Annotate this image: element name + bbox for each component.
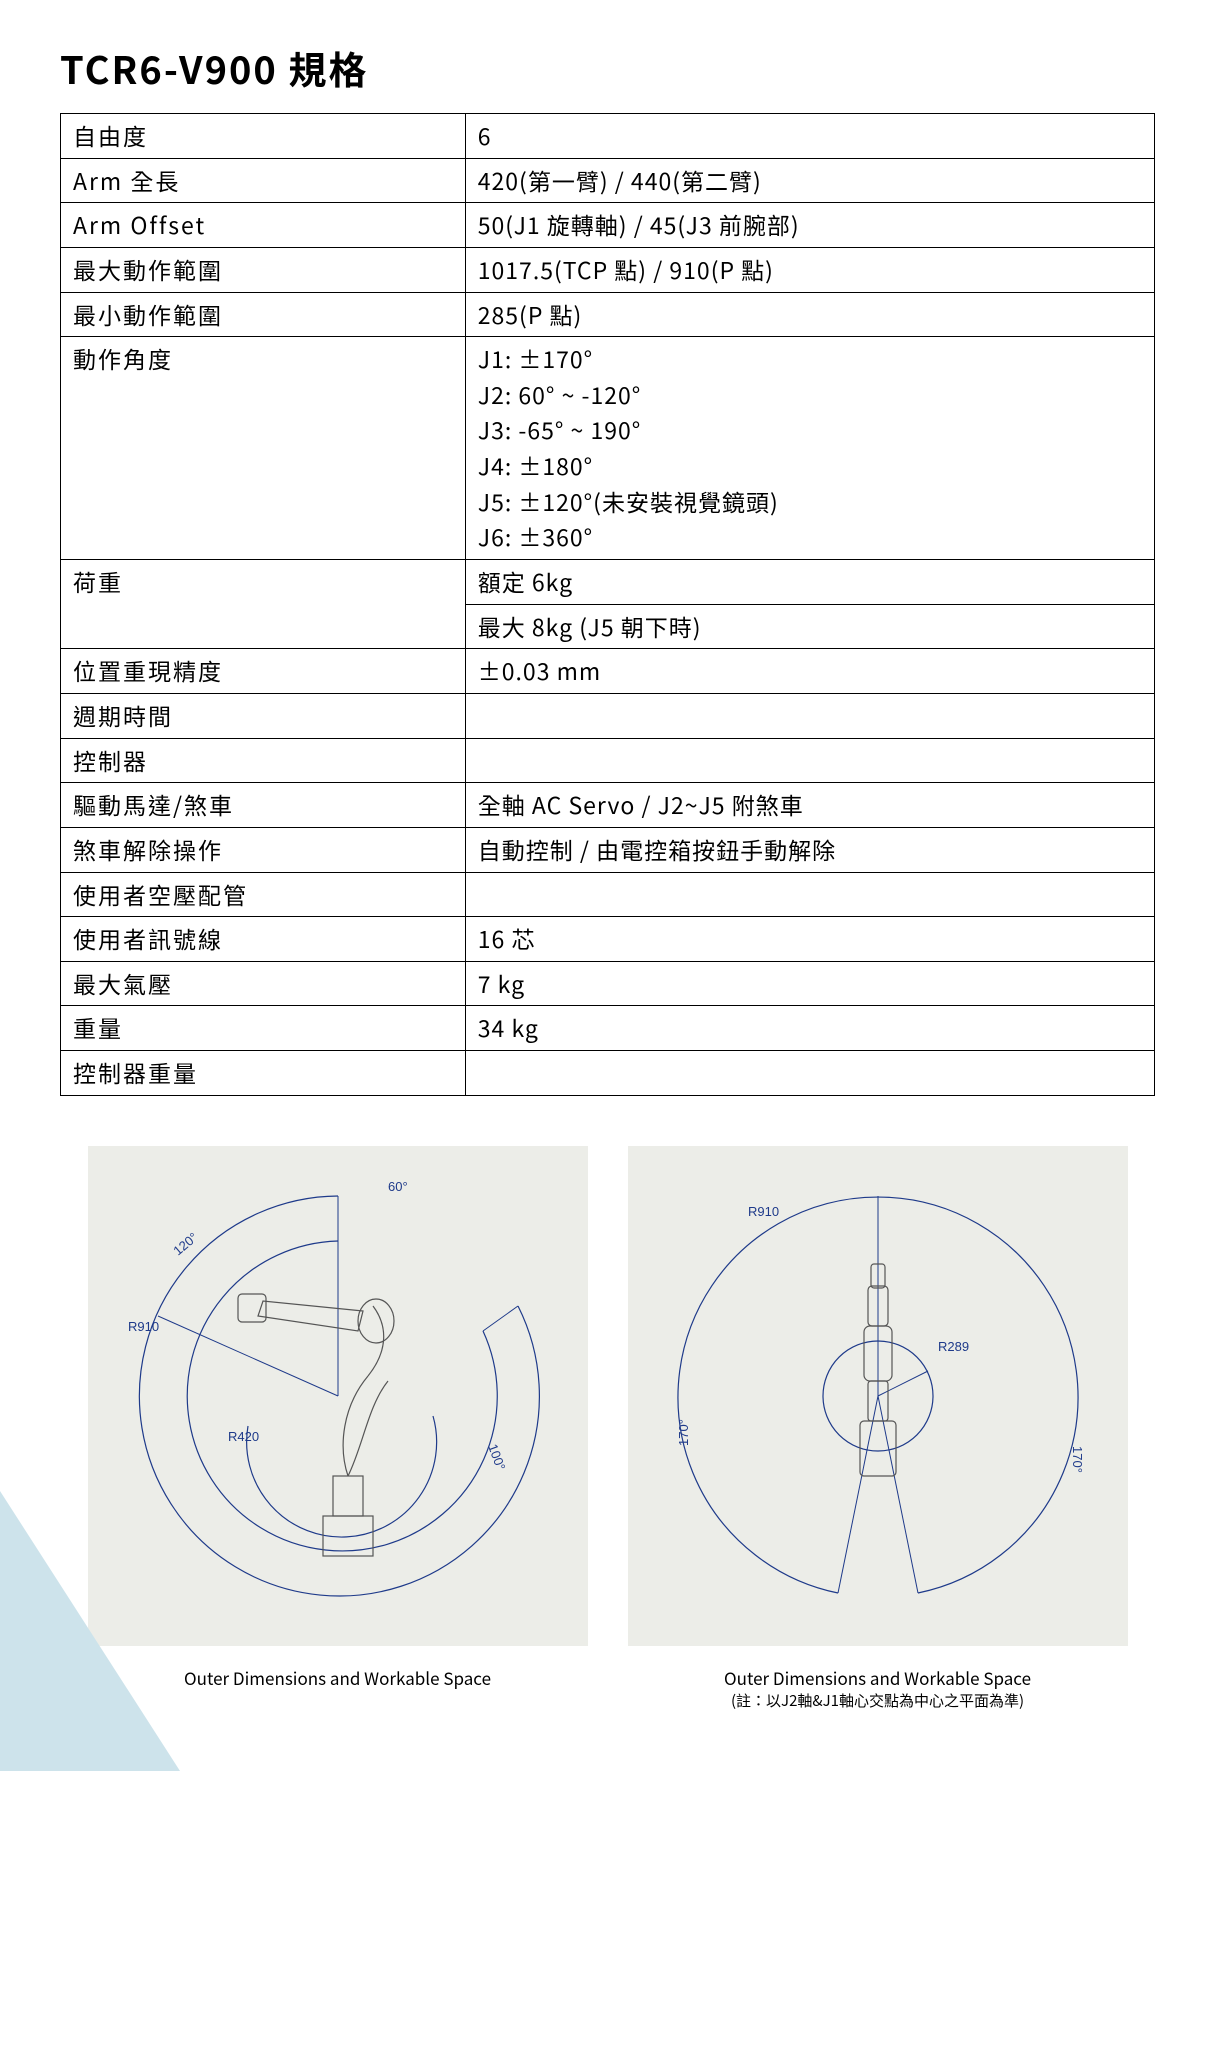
table-label: 使用者空壓配管 <box>61 872 466 917</box>
table-label: 控制器重量 <box>61 1051 466 1096</box>
table-label: 最小動作範圍 <box>61 292 466 337</box>
table-label: 動作角度 <box>61 337 466 560</box>
label-170r: 170° <box>1070 1446 1085 1473</box>
table-value <box>465 1051 1154 1096</box>
table-value: 285(P 點) <box>465 292 1154 337</box>
label-100deg: 100° <box>485 1442 508 1472</box>
table-value: 34 kg <box>465 1006 1154 1051</box>
label-60deg: 60° <box>388 1179 408 1194</box>
table-label: 位置重現精度 <box>61 649 466 694</box>
table-value: 1017.5(TCP 點) / 910(P 點) <box>465 247 1154 292</box>
table-label: 最大動作範圍 <box>61 247 466 292</box>
label-r910: R910 <box>128 1319 159 1334</box>
table-value: 自動控制 / 由電控箱按鈕手動解除 <box>465 827 1154 872</box>
table-value: 50(J1 旋轉軸) / 45(J3 前腕部) <box>465 203 1154 248</box>
label-120deg: 120° <box>170 1229 200 1258</box>
table-value: J1: ±170°J2: 60° ~ -120°J3: -65° ~ 190°J… <box>465 337 1154 560</box>
table-value: 16 芯 <box>465 917 1154 962</box>
diagrams-row: R910 R420 60° 120° 100° Outer Dimensions… <box>60 1146 1155 1711</box>
table-value <box>465 738 1154 783</box>
table-value: ±0.03 mm <box>465 649 1154 694</box>
table-value: 額定 6kg <box>465 560 1154 605</box>
table-value <box>465 693 1154 738</box>
table-label: 自由度 <box>61 114 466 159</box>
table-label: 煞車解除操作 <box>61 827 466 872</box>
diagram-side-caption: Outer Dimensions and Workable Space <box>184 1666 491 1690</box>
table-value: 6 <box>465 114 1154 159</box>
table-label: 使用者訊號線 <box>61 917 466 962</box>
label-r420: R420 <box>228 1429 259 1444</box>
label-r289: R289 <box>938 1339 969 1354</box>
page-title: TCR6-V900 規格 <box>60 40 1155 95</box>
label-r910-top: R910 <box>748 1204 779 1219</box>
table-value: 最大 8kg (J5 朝下時) <box>465 604 1154 649</box>
table-value: 全軸 AC Servo / J2~J5 附煞車 <box>465 783 1154 828</box>
spec-table: 自由度6Arm 全長420(第一臂) / 440(第二臂)Arm Offset5… <box>60 113 1155 1096</box>
table-label: 重量 <box>61 1006 466 1051</box>
decorative-corner <box>0 1491 180 1771</box>
table-label: Arm Offset <box>61 203 466 248</box>
table-value <box>465 872 1154 917</box>
table-value: 7 kg <box>465 961 1154 1006</box>
table-label: 週期時間 <box>61 693 466 738</box>
table-label: 荷重 <box>61 560 466 649</box>
diagram-top: R910 R289 170° 170° Outer Dimensions and… <box>628 1146 1128 1711</box>
table-label: Arm 全長 <box>61 158 466 203</box>
table-label: 控制器 <box>61 738 466 783</box>
diagram-top-caption: Outer Dimensions and Workable Space (註：以… <box>724 1666 1031 1711</box>
table-value: 420(第一臂) / 440(第二臂) <box>465 158 1154 203</box>
label-170l: 170° <box>676 1419 691 1446</box>
table-label: 驅動馬達/煞車 <box>61 783 466 828</box>
table-label: 最大氣壓 <box>61 961 466 1006</box>
